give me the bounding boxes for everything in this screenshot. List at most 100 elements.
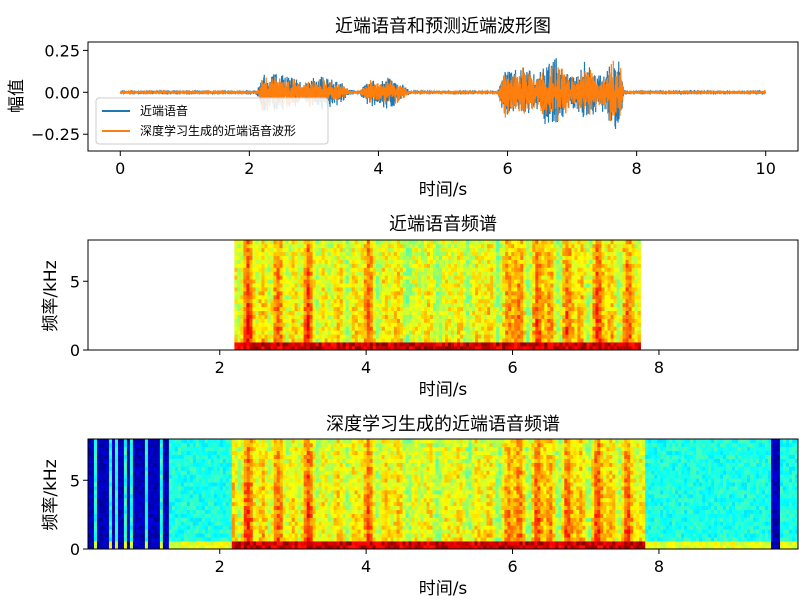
spectrogram-cell (418, 283, 421, 287)
spectrogram-cell (412, 295, 415, 299)
spectrogram-cell (283, 244, 286, 248)
spectrogram-cell (277, 264, 280, 268)
spectrogram-cell (358, 338, 361, 342)
spectrogram-cell (535, 264, 538, 268)
spectrogram-cell (520, 244, 523, 248)
spectrogram-cell (157, 447, 160, 451)
spectrogram-cell (240, 338, 243, 342)
spectrogram-cell (322, 326, 325, 330)
spectrogram-cell (307, 252, 310, 256)
spectrogram-cell (136, 482, 139, 486)
spectrogram-cell (454, 287, 457, 291)
spectrogram-cell (614, 299, 617, 303)
spectrogram-cell (118, 439, 121, 443)
spectrogram-cell (617, 303, 620, 307)
spectrogram-cell (496, 240, 499, 244)
spectrogram-cell (370, 256, 373, 260)
spectrogram-cell (337, 283, 340, 287)
spectrogram-cell (178, 443, 181, 447)
spectrogram-cell (635, 319, 638, 323)
spectrogram-cell (97, 447, 100, 451)
spectrogram-cell (608, 260, 611, 264)
spectrogram-cell (190, 525, 193, 529)
spectrogram-cell (175, 470, 178, 474)
spectrogram-cell (364, 268, 367, 272)
spectrogram-cell (148, 478, 151, 482)
spectrogram-cell (307, 330, 310, 334)
spectrogram-cell (532, 240, 535, 244)
spectrogram-cell (635, 295, 638, 299)
spectrogram-cell (629, 260, 632, 264)
spectrogram-cell (145, 439, 148, 443)
spectrogram-cell (394, 279, 397, 283)
spectrogram-cell (252, 244, 255, 248)
spectrogram-cell (382, 283, 385, 287)
spectrogram-cell (638, 334, 641, 338)
spectrogram-cell (623, 334, 626, 338)
spectrogram-cell (520, 330, 523, 334)
spectrogram-cell (433, 291, 436, 295)
spectrogram-cell (172, 478, 175, 482)
spectrogram-cell (97, 486, 100, 490)
spectrogram-cell (571, 252, 574, 256)
spectrogram-cell (160, 474, 163, 478)
spectrogram-cell (148, 467, 151, 471)
spectrogram-cell (94, 486, 97, 490)
spectrogram-cell (274, 260, 277, 264)
spectrogram-cell (523, 252, 526, 256)
spectrogram-cell (112, 443, 115, 447)
spectrogram-cell (112, 498, 115, 502)
spectrogram-cell (280, 323, 283, 327)
spectrogram-cell (364, 330, 367, 334)
spectrogram-cell (529, 283, 532, 287)
spectrogram-cell (202, 451, 205, 455)
spectrogram-cell (337, 311, 340, 315)
spectrogram-cell (409, 283, 412, 287)
spectrogram-cell (599, 330, 602, 334)
spectrogram-cell (280, 326, 283, 330)
spectrogram-cell (511, 326, 514, 330)
spectrogram-cell (617, 295, 620, 299)
spectrogram-cell (505, 307, 508, 311)
spectrogram-cell (240, 283, 243, 287)
spectrogram-cell (286, 268, 289, 272)
spectrogram-cell (574, 319, 577, 323)
spectrogram-cell (187, 525, 190, 529)
spectrogram-cell (358, 287, 361, 291)
spectrogram-cell (154, 529, 157, 533)
spectrogram-cell (623, 307, 626, 311)
spectrogram-cell (379, 260, 382, 264)
spectrogram-cell (148, 494, 151, 498)
spectrogram-cell (571, 307, 574, 311)
spectrogram-cell (255, 279, 258, 283)
spectrogram-cell (148, 533, 151, 537)
spectrogram-cell (304, 338, 307, 342)
spectrogram-cell (478, 275, 481, 279)
spectrogram-cell (358, 256, 361, 260)
spectrogram-cell (553, 283, 556, 287)
spectrogram-cell (418, 287, 421, 291)
spectrogram-cell (310, 315, 313, 319)
spectrogram-cell (475, 256, 478, 260)
spectrogram-cell (460, 338, 463, 342)
spectrogram-cell (175, 467, 178, 471)
spectrogram-cell (264, 244, 267, 248)
spectrogram-cell (550, 271, 553, 275)
spectrogram-cell (538, 303, 541, 307)
spectrogram-cell (502, 287, 505, 291)
spectrogram-cell (166, 502, 169, 506)
spectrogram-cell (349, 319, 352, 323)
spectrogram-cell (292, 283, 295, 287)
spectrogram-cell (538, 287, 541, 291)
spectrogram-cell (514, 264, 517, 268)
spectrogram-cell (196, 518, 199, 522)
spectrogram-cell (445, 256, 448, 260)
spectrogram-cell (568, 319, 571, 323)
spectrogram-cell (550, 248, 553, 252)
spectrogram-cell (97, 522, 100, 526)
spectrogram-cell (496, 303, 499, 307)
spectrogram-cell (148, 529, 151, 533)
spectrogram-cell (436, 248, 439, 252)
spectrogram-cell (514, 311, 517, 315)
spectrogram-cell (415, 240, 418, 244)
